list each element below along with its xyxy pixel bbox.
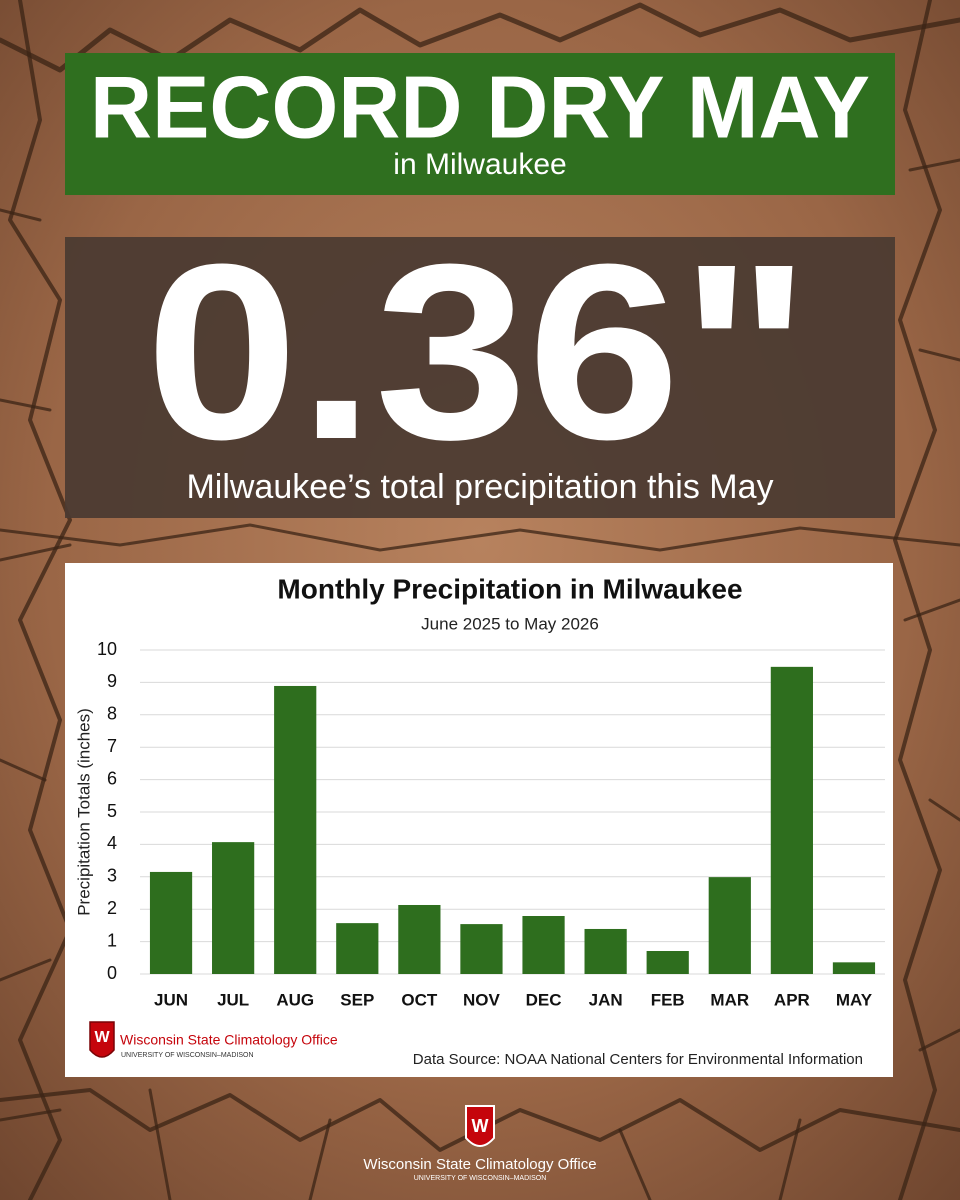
highlight-value: 0.36": [146, 212, 811, 491]
bar: [832, 962, 876, 974]
y-tick-label: 5: [107, 801, 117, 821]
x-tick-label: JUN: [154, 990, 188, 1009]
y-tick-label: 2: [107, 898, 117, 918]
header-box: [65, 53, 895, 195]
bar: [149, 871, 193, 974]
headline: RECORD DRY MAY: [90, 57, 870, 156]
x-tick-label: APR: [774, 990, 810, 1009]
footer-logo-icon: W: [465, 1105, 495, 1147]
y-tick-label: 4: [107, 833, 117, 853]
x-tick-label: FEB: [651, 990, 685, 1009]
data-source: Data Source: NOAA National Centers for E…: [413, 1051, 863, 1068]
chart-logo-icon: W: [89, 1021, 115, 1058]
bar: [584, 928, 627, 974]
chart-title: Monthly Precipitation in Milwaukee: [277, 573, 742, 604]
x-tick-label: MAR: [710, 990, 749, 1009]
footer-logo-name: Wisconsin State Climatology Office: [363, 1156, 596, 1173]
x-tick-label: OCT: [401, 990, 438, 1009]
bar: [522, 916, 565, 974]
y-tick-label: 0: [107, 963, 117, 983]
x-tick-label: AUG: [276, 990, 314, 1009]
subheadline: in Milwaukee: [393, 148, 566, 181]
footer-logo-sub: UNIVERSITY OF WISCONSIN–MADISON: [414, 1175, 547, 1182]
svg-text:W: W: [472, 1116, 489, 1136]
chart-logo-name: Wisconsin State Climatology Office: [120, 1032, 338, 1048]
x-tick-label: MAY: [836, 990, 873, 1009]
y-tick-label: 9: [107, 671, 117, 691]
bar: [770, 666, 813, 974]
bar: [274, 685, 317, 974]
x-tick-label: DEC: [526, 990, 562, 1009]
y-tick-label: 8: [107, 704, 117, 724]
y-tick-label: 3: [107, 866, 117, 886]
bar: [708, 877, 751, 974]
bar: [460, 924, 503, 974]
y-tick-label: 6: [107, 768, 117, 788]
x-tick-label: SEP: [340, 990, 374, 1009]
y-tick-label: 10: [97, 639, 117, 659]
bar: [646, 950, 689, 974]
highlight-caption: Milwaukee’s total precipitation this May: [186, 468, 773, 506]
chart-subtitle: June 2025 to May 2026: [421, 614, 599, 633]
bar: [336, 923, 379, 974]
chart-panel: [65, 563, 893, 1077]
svg-text:W: W: [94, 1029, 110, 1046]
plot-area: 0 1 2 3 4 5 6 7 8 9 10 JUN JUL AUG SEP OCT NOV DEC JAN FEB M…: [97, 639, 885, 1009]
bar: [398, 904, 441, 974]
x-tick-label: JUL: [217, 990, 249, 1009]
y-tick-label: 7: [107, 736, 117, 756]
y-axis-title: Precipitation Totals (inches): [74, 708, 93, 916]
highlight-box: [65, 237, 895, 518]
bar: [212, 842, 255, 974]
x-tick-label: NOV: [463, 990, 501, 1009]
y-tick-label: 1: [107, 930, 117, 950]
x-tick-label: JAN: [589, 990, 623, 1009]
chart-logo-sub: UNIVERSITY OF WISCONSIN–MADISON: [121, 1052, 254, 1059]
